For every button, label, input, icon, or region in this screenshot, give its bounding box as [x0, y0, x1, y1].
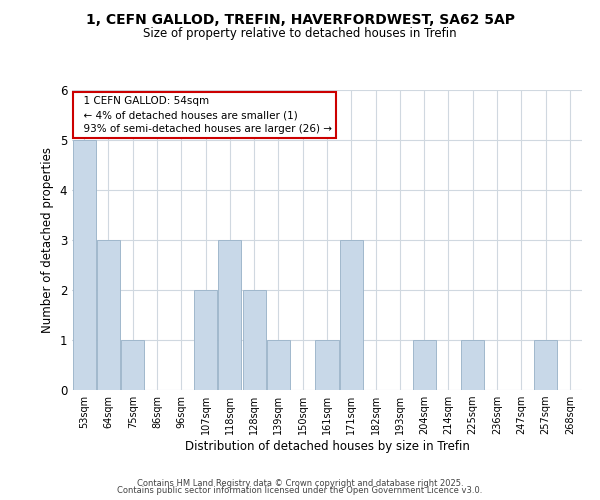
Bar [218, 240, 241, 390]
Text: Size of property relative to detached houses in Trefin: Size of property relative to detached ho… [143, 28, 457, 40]
Bar [461, 340, 484, 390]
Bar [73, 140, 95, 390]
Bar [97, 240, 120, 390]
Text: 1 CEFN GALLOD: 54sqm
  ← 4% of detached houses are smaller (1)
  93% of semi-det: 1 CEFN GALLOD: 54sqm ← 4% of detached ho… [77, 96, 332, 134]
Bar [534, 340, 557, 390]
Bar [340, 240, 363, 390]
Bar [316, 340, 338, 390]
Bar [242, 290, 266, 390]
Bar [121, 340, 144, 390]
Bar [267, 340, 290, 390]
Text: 1, CEFN GALLOD, TREFIN, HAVERFORDWEST, SA62 5AP: 1, CEFN GALLOD, TREFIN, HAVERFORDWEST, S… [86, 12, 515, 26]
Text: Contains HM Land Registry data © Crown copyright and database right 2025.: Contains HM Land Registry data © Crown c… [137, 478, 463, 488]
X-axis label: Distribution of detached houses by size in Trefin: Distribution of detached houses by size … [185, 440, 469, 453]
Bar [194, 290, 217, 390]
Y-axis label: Number of detached properties: Number of detached properties [41, 147, 54, 333]
Text: Contains public sector information licensed under the Open Government Licence v3: Contains public sector information licen… [118, 486, 482, 495]
Bar [413, 340, 436, 390]
